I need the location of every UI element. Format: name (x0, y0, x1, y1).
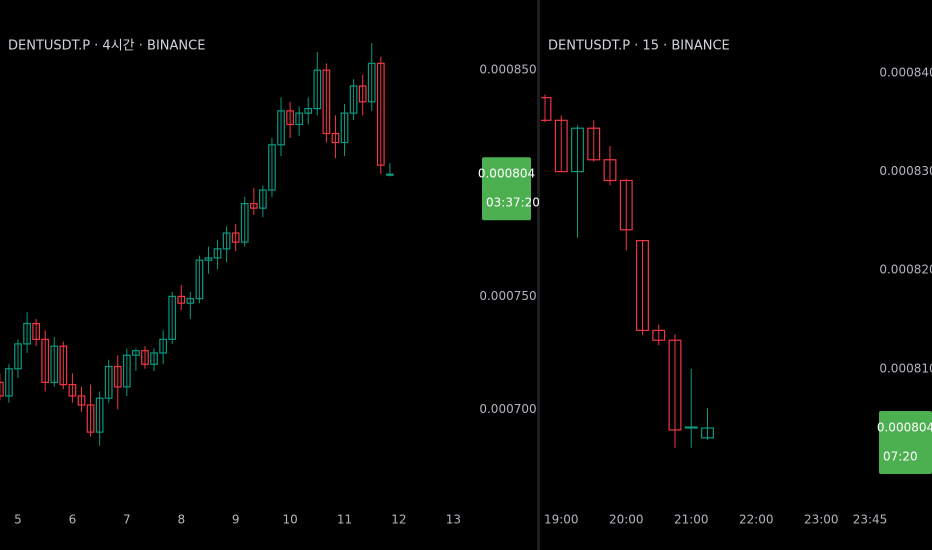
y-tick-label: 0.000700 (479, 402, 536, 416)
x-tick-label: 11 (337, 513, 352, 527)
y-tick-label: 0.000820 (879, 263, 932, 277)
candle-body (159, 338, 167, 354)
y-tick-label: 0.000750 (479, 289, 536, 303)
candle-body (249, 203, 258, 209)
x-tick-label: 23:45 (853, 513, 888, 527)
candle-body (23, 322, 31, 345)
chart-panel (541, 94, 714, 448)
candle-body (132, 350, 140, 356)
x-tick-label: 9 (232, 513, 240, 527)
candle-body (268, 144, 276, 191)
candle-body (186, 298, 195, 304)
x-tick-label: 12 (391, 513, 406, 527)
candle-body (259, 189, 267, 209)
candle-body (195, 259, 204, 300)
x-tick-label: 6 (69, 513, 77, 527)
candle-body (41, 338, 50, 383)
candle-body (213, 248, 222, 259)
x-tick-label: 7 (123, 513, 131, 527)
candle-body (5, 368, 13, 397)
candle-body (619, 179, 633, 231)
candle-body (541, 97, 552, 121)
x-tick-label: 23:00 (804, 513, 839, 527)
candle-body (554, 119, 568, 173)
candle-body (386, 173, 394, 176)
price-label-box (879, 411, 932, 475)
candle-body (32, 322, 41, 340)
candle-body (358, 85, 367, 103)
candle-body (59, 345, 68, 386)
candle-body (668, 339, 682, 431)
candle-body (150, 352, 158, 365)
candle-body (0, 381, 4, 397)
candle-body (113, 365, 122, 388)
candle-body (286, 110, 294, 126)
candle-body (603, 159, 617, 182)
candle-body (652, 329, 666, 341)
y-tick-label: 0.000850 (479, 63, 536, 77)
countdown-label: 03:37:20 (486, 196, 540, 210)
x-tick-label: 22:00 (739, 513, 774, 527)
candle-body (50, 345, 59, 383)
candle-body (684, 426, 698, 429)
last-price-label: 0.000804 (877, 421, 932, 435)
price-label-box (482, 157, 531, 221)
candle-body (68, 384, 77, 397)
candle-body (14, 343, 22, 370)
candle-body (331, 132, 340, 144)
chart-title: DENTUSDT.P · 4시간 · BINANCE (8, 39, 205, 54)
candle-body (240, 203, 249, 243)
candle-body (204, 257, 213, 261)
candle-body (231, 232, 240, 243)
candle-body (95, 397, 104, 433)
x-tick-label: 13 (446, 513, 461, 527)
last-price-label: 0.000804 (478, 167, 535, 181)
candle-body (77, 395, 86, 406)
candle-body (340, 112, 349, 144)
candle-body (222, 232, 231, 250)
x-tick-label: 5 (14, 513, 22, 527)
candle-body (587, 127, 601, 161)
candle-body (86, 404, 95, 433)
y-tick-label: 0.000830 (879, 164, 932, 178)
candle-body (367, 62, 376, 103)
countdown-label: 07:20 (883, 450, 918, 464)
x-tick-label: 20:00 (609, 513, 644, 527)
x-tick-label: 21:00 (674, 513, 709, 527)
candle-body (122, 354, 131, 388)
x-tick-label: 8 (177, 513, 185, 527)
candle-body (168, 295, 177, 340)
x-tick-label: 19:00 (544, 513, 579, 527)
x-tick-label: 10 (282, 513, 297, 527)
y-tick-label: 0.000810 (879, 361, 932, 375)
chart-panel (0, 42, 394, 446)
candle-body (177, 295, 186, 304)
panel-divider (537, 0, 540, 550)
y-tick-label: 0.000840 (879, 65, 932, 79)
candle-body (636, 240, 649, 331)
candle-body (376, 62, 385, 166)
candle-body (313, 69, 322, 110)
candle-body (304, 107, 313, 114)
candle-body (571, 127, 584, 173)
candle-body (701, 427, 714, 439)
chart-title: DENTUSDT.P · 15 · BINANCE (548, 39, 730, 54)
candle-body (141, 350, 149, 365)
candle-body (349, 85, 358, 114)
candle-body (277, 110, 285, 146)
candle-body (295, 112, 304, 126)
candle-body (322, 69, 331, 135)
candle-body (104, 365, 113, 399)
